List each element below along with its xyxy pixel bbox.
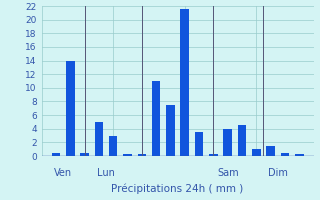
Bar xyxy=(52,153,60,156)
Bar xyxy=(66,61,75,156)
Text: Précipitations 24h ( mm ): Précipitations 24h ( mm ) xyxy=(111,183,244,194)
Bar xyxy=(295,154,304,156)
Bar xyxy=(95,122,103,156)
Text: Lun: Lun xyxy=(97,168,115,178)
Bar xyxy=(209,154,218,156)
Bar xyxy=(266,146,275,156)
Bar xyxy=(109,136,117,156)
Bar xyxy=(80,153,89,156)
Bar xyxy=(123,154,132,156)
Bar xyxy=(281,153,289,156)
Bar xyxy=(166,105,175,156)
Text: Sam: Sam xyxy=(217,168,238,178)
Bar xyxy=(223,129,232,156)
Text: Ven: Ven xyxy=(54,168,72,178)
Bar xyxy=(180,9,189,156)
Bar xyxy=(152,81,160,156)
Text: Dim: Dim xyxy=(268,168,288,178)
Bar xyxy=(195,132,204,156)
Bar xyxy=(138,154,146,156)
Bar xyxy=(238,125,246,156)
Bar xyxy=(252,149,260,156)
